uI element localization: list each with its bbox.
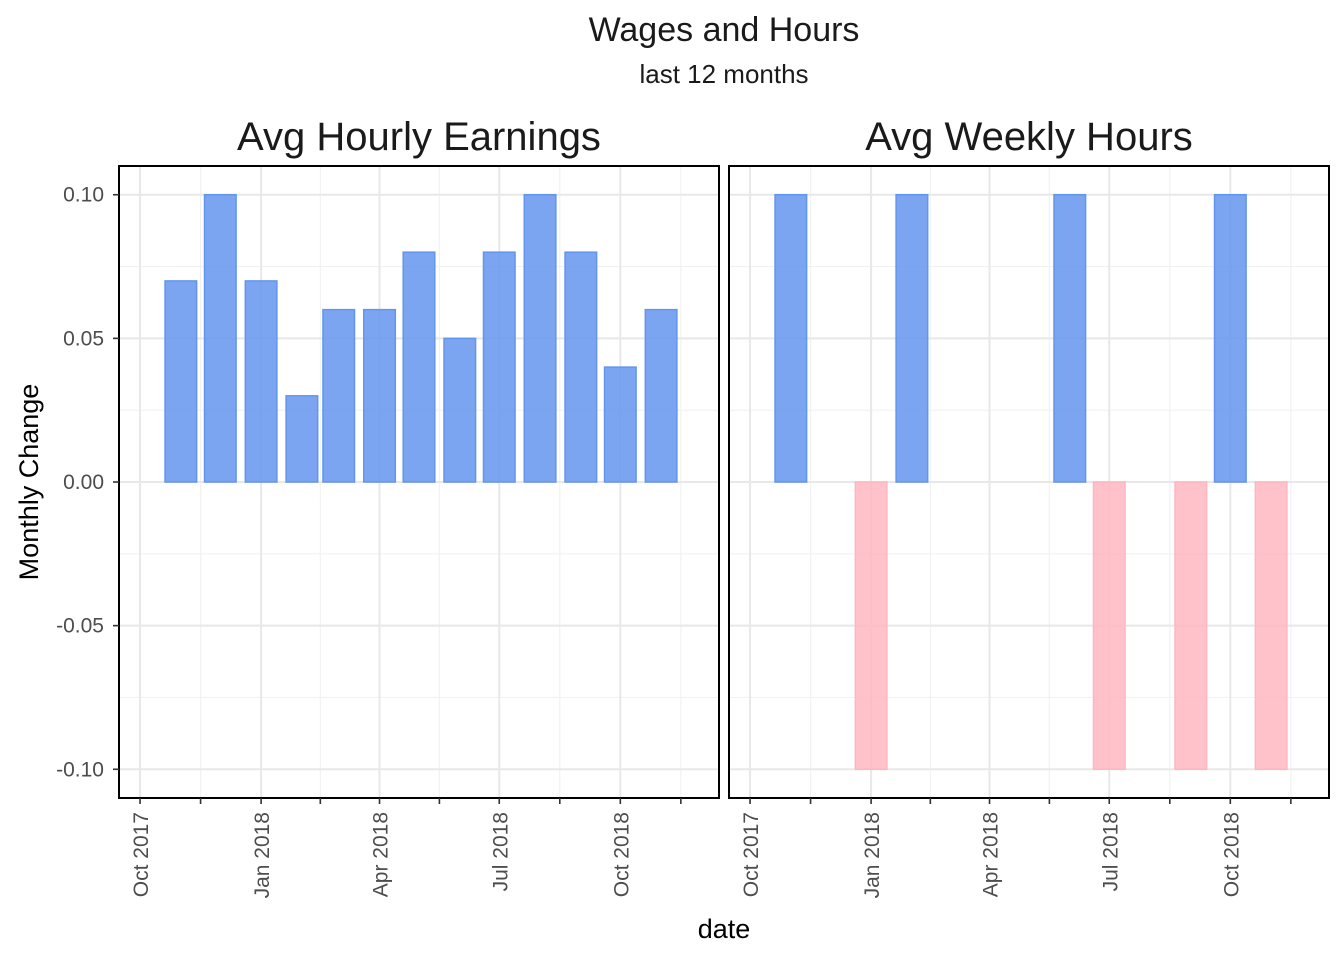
bar [1092, 481, 1126, 771]
bar [854, 481, 888, 771]
bar [564, 251, 598, 483]
bar [1053, 193, 1087, 483]
panel-border [728, 165, 1330, 799]
bar [1174, 481, 1208, 771]
bar [774, 193, 808, 483]
bar [895, 193, 929, 483]
x-axis-title: date [698, 914, 751, 944]
bar [203, 193, 237, 483]
x-tick-label: Jan 2018 [861, 812, 884, 898]
bar [244, 280, 278, 483]
y-tick-label: 0.00 [63, 471, 104, 494]
chart-subtitle: last 12 months [639, 59, 808, 89]
panel-avg-hourly-earnings: Avg Hourly Earnings Oct 2017 Jan 2018 Apr … [118, 115, 720, 898]
bar [1213, 193, 1247, 483]
bar [322, 308, 356, 483]
y-tick-label: 0.05 [63, 327, 104, 350]
x-tick-label: Oct 2017 [130, 812, 153, 897]
y-tick-label: -0.10 [56, 758, 104, 781]
x-tick-label: Oct 2018 [610, 812, 633, 897]
x-tick-label: Jul 2018 [1099, 812, 1122, 891]
bar [603, 366, 637, 483]
panel-title: Avg Weekly Hours [865, 115, 1193, 159]
panel-avg-weekly-hours: Avg Weekly Hours Oct 2017 Jan 2018 Apr 201… [728, 115, 1330, 898]
x-tick-label: Oct 2017 [740, 812, 763, 897]
bar [285, 395, 319, 483]
bar [482, 251, 516, 483]
bar [523, 193, 557, 483]
y-tick-label: 0.10 [63, 184, 104, 207]
x-tick-label: Apr 2018 [370, 812, 393, 897]
bar [443, 337, 477, 483]
bar [644, 308, 678, 483]
x-tick-label: Jul 2018 [489, 812, 512, 891]
bar [402, 251, 436, 483]
x-tick-label: Apr 2018 [980, 812, 1003, 897]
y-axis-title: Monthly Change [14, 384, 44, 581]
x-tick-label: Oct 2018 [1220, 812, 1243, 897]
y-axis: -0.10 -0.05 0.00 0.05 0.10 [56, 184, 119, 781]
x-tick-label: Jan 2018 [251, 812, 274, 898]
chart-title: Wages and Hours [589, 11, 860, 49]
bar [1254, 481, 1288, 771]
panel-title: Avg Hourly Earnings [237, 115, 601, 159]
bar [362, 308, 397, 483]
bar [164, 280, 198, 483]
y-tick-label: -0.05 [56, 615, 104, 638]
